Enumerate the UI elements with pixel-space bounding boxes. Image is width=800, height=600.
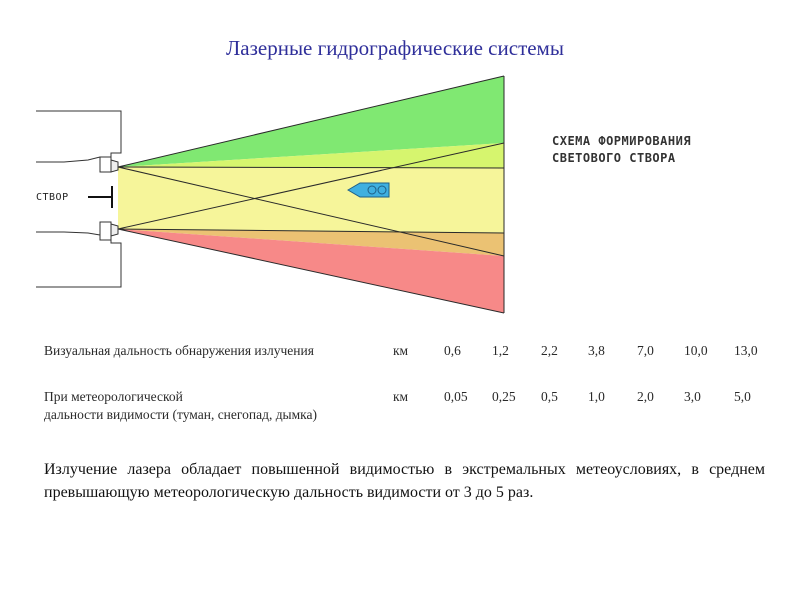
row2-value: 0,05 [444, 389, 468, 404]
body-paragraph: Излучение лазера обладает повышенной вид… [44, 461, 765, 501]
row1-unit: км [393, 343, 409, 358]
row2-value: 3,0 [684, 389, 701, 404]
row2-value: 0,5 [541, 389, 558, 404]
row2-value: 0,25 [492, 389, 516, 404]
row1-value: 13,0 [734, 343, 758, 358]
upper-lighthouse-building [36, 110, 122, 163]
schema-title-line2: СВЕТОВОГО СТВОРА [552, 151, 676, 165]
page-title: Лазерные гидрографические системы [226, 36, 564, 60]
row2-unit: км [393, 389, 409, 404]
schema-title-line1: СХЕМА ФОРМИРОВАНИЯ [552, 134, 692, 148]
stvor-label: СТВОР [36, 192, 69, 203]
overlap-yellow-zone [118, 167, 504, 233]
upper-laser-emitter [99, 156, 112, 173]
lower-emitter-lens [110, 223, 119, 237]
row2-value: 1,0 [588, 389, 605, 404]
row2-value: 5,0 [734, 389, 751, 404]
row1-value: 1,2 [492, 343, 509, 358]
stvor-marker [88, 186, 113, 208]
ship-icon [347, 182, 390, 198]
row1-value: 10,0 [684, 343, 708, 358]
upper-emitter-lens [110, 159, 119, 173]
upper-beam-light-green-zone [118, 143, 504, 168]
row1-value: 0,6 [444, 343, 461, 358]
row1-label: Визуальная дальность обнаружения излучен… [44, 343, 314, 358]
row2-label-line2: дальности видимости (туман, снегопад, ды… [44, 407, 318, 422]
row1-value: 3,8 [588, 343, 605, 358]
row1-value: 7,0 [637, 343, 654, 358]
row1-value: 2,2 [541, 343, 558, 358]
schema-title: СХЕМА ФОРМИРОВАНИЯ СВЕТОВОГО СТВОРА [552, 133, 691, 167]
lower-laser-emitter [99, 221, 112, 241]
row2-value: 2,0 [637, 389, 654, 404]
row2-label-line1: При метеорологической [44, 389, 183, 404]
